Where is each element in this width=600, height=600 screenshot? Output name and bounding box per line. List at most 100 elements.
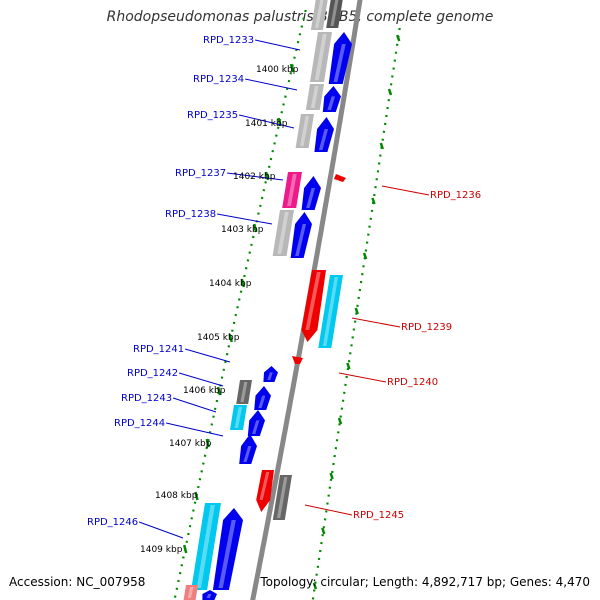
gene-rpd-1236 bbox=[334, 174, 346, 182]
kbp-label: 1405 kbp bbox=[197, 333, 240, 343]
gene-rpd-1239 bbox=[301, 270, 326, 342]
gene-rpd-1235-body bbox=[314, 117, 334, 152]
gene-rpd-1238-shine bbox=[295, 224, 307, 256]
gene-rpd-1239-cyan bbox=[318, 275, 343, 348]
gene-label-rpd-1244: RPD_1244 bbox=[114, 418, 165, 429]
leader-line bbox=[338, 372, 387, 383]
gene-label-rpd-1233: RPD_1233 bbox=[203, 35, 254, 46]
gene-rpd-1245-shine bbox=[259, 472, 270, 500]
leader-line bbox=[304, 504, 353, 516]
major-tick bbox=[264, 171, 270, 181]
kbp-label: 1403 kbp bbox=[221, 225, 264, 235]
leader-line bbox=[227, 172, 284, 181]
leader-line bbox=[217, 213, 273, 225]
gene-rpd-1244 bbox=[239, 434, 257, 464]
gene-rpd-1235-shine bbox=[318, 129, 329, 150]
kbp-label: 1408 kbp bbox=[155, 491, 198, 501]
gene-rpd-1239-body bbox=[301, 270, 326, 342]
gene-label-rpd-1237: RPD_1237 bbox=[175, 168, 226, 179]
gene-rpd-1238-body bbox=[290, 212, 312, 258]
gene-label-rpd-1235: RPD_1235 bbox=[187, 110, 238, 121]
major-tick bbox=[371, 197, 376, 205]
gene-label-rpd-1238: RPD_1238 bbox=[165, 209, 216, 220]
leader-line bbox=[351, 317, 401, 328]
major-tick bbox=[354, 307, 359, 315]
gene-rpd-1237 bbox=[282, 172, 302, 208]
gene-rpd-1246-shine bbox=[218, 520, 236, 588]
gene-rpd-1241 bbox=[263, 366, 278, 382]
kbp-label: 1407 kbp bbox=[169, 439, 212, 449]
gene-rpd-1245 bbox=[256, 470, 274, 512]
gene-rpd-1233-gray-body bbox=[310, 32, 332, 82]
gene-rpd-1237b-shine bbox=[306, 188, 316, 208]
gene-label-rpd-1236: RPD_1236 bbox=[430, 190, 481, 201]
gene-rpd-1242-gray bbox=[236, 380, 252, 404]
gene-rpd-1240 bbox=[292, 356, 303, 364]
gene-pink-bottom-shine bbox=[187, 587, 194, 598]
gene-gray-top-shine bbox=[315, 0, 324, 28]
major-tick bbox=[337, 417, 343, 425]
gene-label-rpd-1242: RPD_1242 bbox=[127, 368, 178, 379]
major-tick bbox=[205, 438, 211, 448]
gene-rpd-1238-gray-body bbox=[272, 210, 294, 256]
kbp-label: 1406 kbp bbox=[183, 386, 226, 396]
gene-label-rpd-1243: RPD_1243 bbox=[121, 393, 172, 404]
gene-label-rpd-1239: RPD_1239 bbox=[401, 322, 452, 333]
leader-line bbox=[138, 521, 184, 539]
gene-rpd-1246 bbox=[212, 508, 243, 590]
genome-backbone bbox=[250, 0, 363, 600]
gene-rpd-1235-gray-shine bbox=[300, 116, 310, 146]
kbp-label: 1401 kbp bbox=[245, 119, 288, 129]
gene-rpd-1245-gray bbox=[272, 475, 292, 520]
gene-rpd-1237b-body bbox=[301, 176, 321, 210]
major-tick bbox=[216, 386, 222, 396]
gene-rpd-1242 bbox=[254, 386, 271, 410]
gene-darkgray-top bbox=[326, 0, 343, 28]
gene-rpd-1233 bbox=[328, 32, 352, 84]
major-tick bbox=[362, 252, 368, 260]
leader-line bbox=[185, 348, 231, 363]
leader-line bbox=[178, 372, 224, 387]
gene-rpd-1234 bbox=[322, 86, 341, 112]
gene-rpd-1234-gray bbox=[305, 84, 324, 110]
kbp-label: 1404 kbp bbox=[209, 279, 252, 289]
kbp-label: 1400 kbp bbox=[256, 65, 299, 75]
gene-rpd-1245-gray-body bbox=[272, 475, 292, 520]
major-tick bbox=[321, 527, 326, 535]
gene-pink-bottom-body bbox=[183, 585, 198, 600]
gene-rpd-1234-gray-shine bbox=[310, 86, 319, 108]
gene-rpd-1234-gray-body bbox=[305, 84, 324, 110]
gene-rpd-1234-shine bbox=[327, 96, 336, 110]
gene-blue-bottom-body bbox=[202, 590, 217, 600]
gene-darkgray-top-shine bbox=[330, 0, 339, 26]
gene-rpd-1233-gray-shine bbox=[314, 34, 327, 80]
gene-rpd-1242-gray-shine bbox=[240, 382, 248, 402]
gene-blue-bottom bbox=[202, 590, 217, 600]
gene-rpd-1241-body bbox=[263, 366, 278, 382]
gene-rpd-1242-shine bbox=[258, 395, 266, 408]
major-tick bbox=[346, 362, 351, 370]
gene-rpd-1238 bbox=[290, 212, 312, 258]
gene-rpd-1239-shine bbox=[305, 272, 321, 330]
gene-gray-top bbox=[310, 0, 328, 30]
major-tick bbox=[194, 491, 199, 501]
leader-line bbox=[239, 114, 295, 129]
gene-label-rpd-1240: RPD_1240 bbox=[387, 377, 438, 388]
gene-label-rpd-1241: RPD_1241 bbox=[133, 344, 184, 355]
gene-rpd-1243-body bbox=[247, 410, 265, 436]
major-tick bbox=[312, 582, 318, 590]
gene-darkgray-top-body bbox=[326, 0, 343, 28]
gene-rpd-1233-body bbox=[328, 32, 352, 84]
genome-summary: Topology: circular; Length: 4,892,717 bp… bbox=[260, 575, 590, 589]
gene-pink-bottom bbox=[183, 585, 198, 600]
leader-line bbox=[172, 397, 217, 413]
gene-rpd-1237-shine bbox=[287, 174, 297, 206]
gene-rpd-1235-gray-body bbox=[295, 114, 314, 148]
major-tick bbox=[240, 278, 246, 288]
gene-rpd-1242-gray-body bbox=[236, 380, 252, 404]
kbp-label: 1402 kbp bbox=[233, 172, 276, 182]
gene-rpd-1233-gray bbox=[310, 32, 332, 82]
leader-line bbox=[381, 185, 430, 196]
gene-rpd-1246-cyan-shine bbox=[196, 505, 215, 588]
gene-rpd-1243-cyan bbox=[230, 405, 247, 430]
